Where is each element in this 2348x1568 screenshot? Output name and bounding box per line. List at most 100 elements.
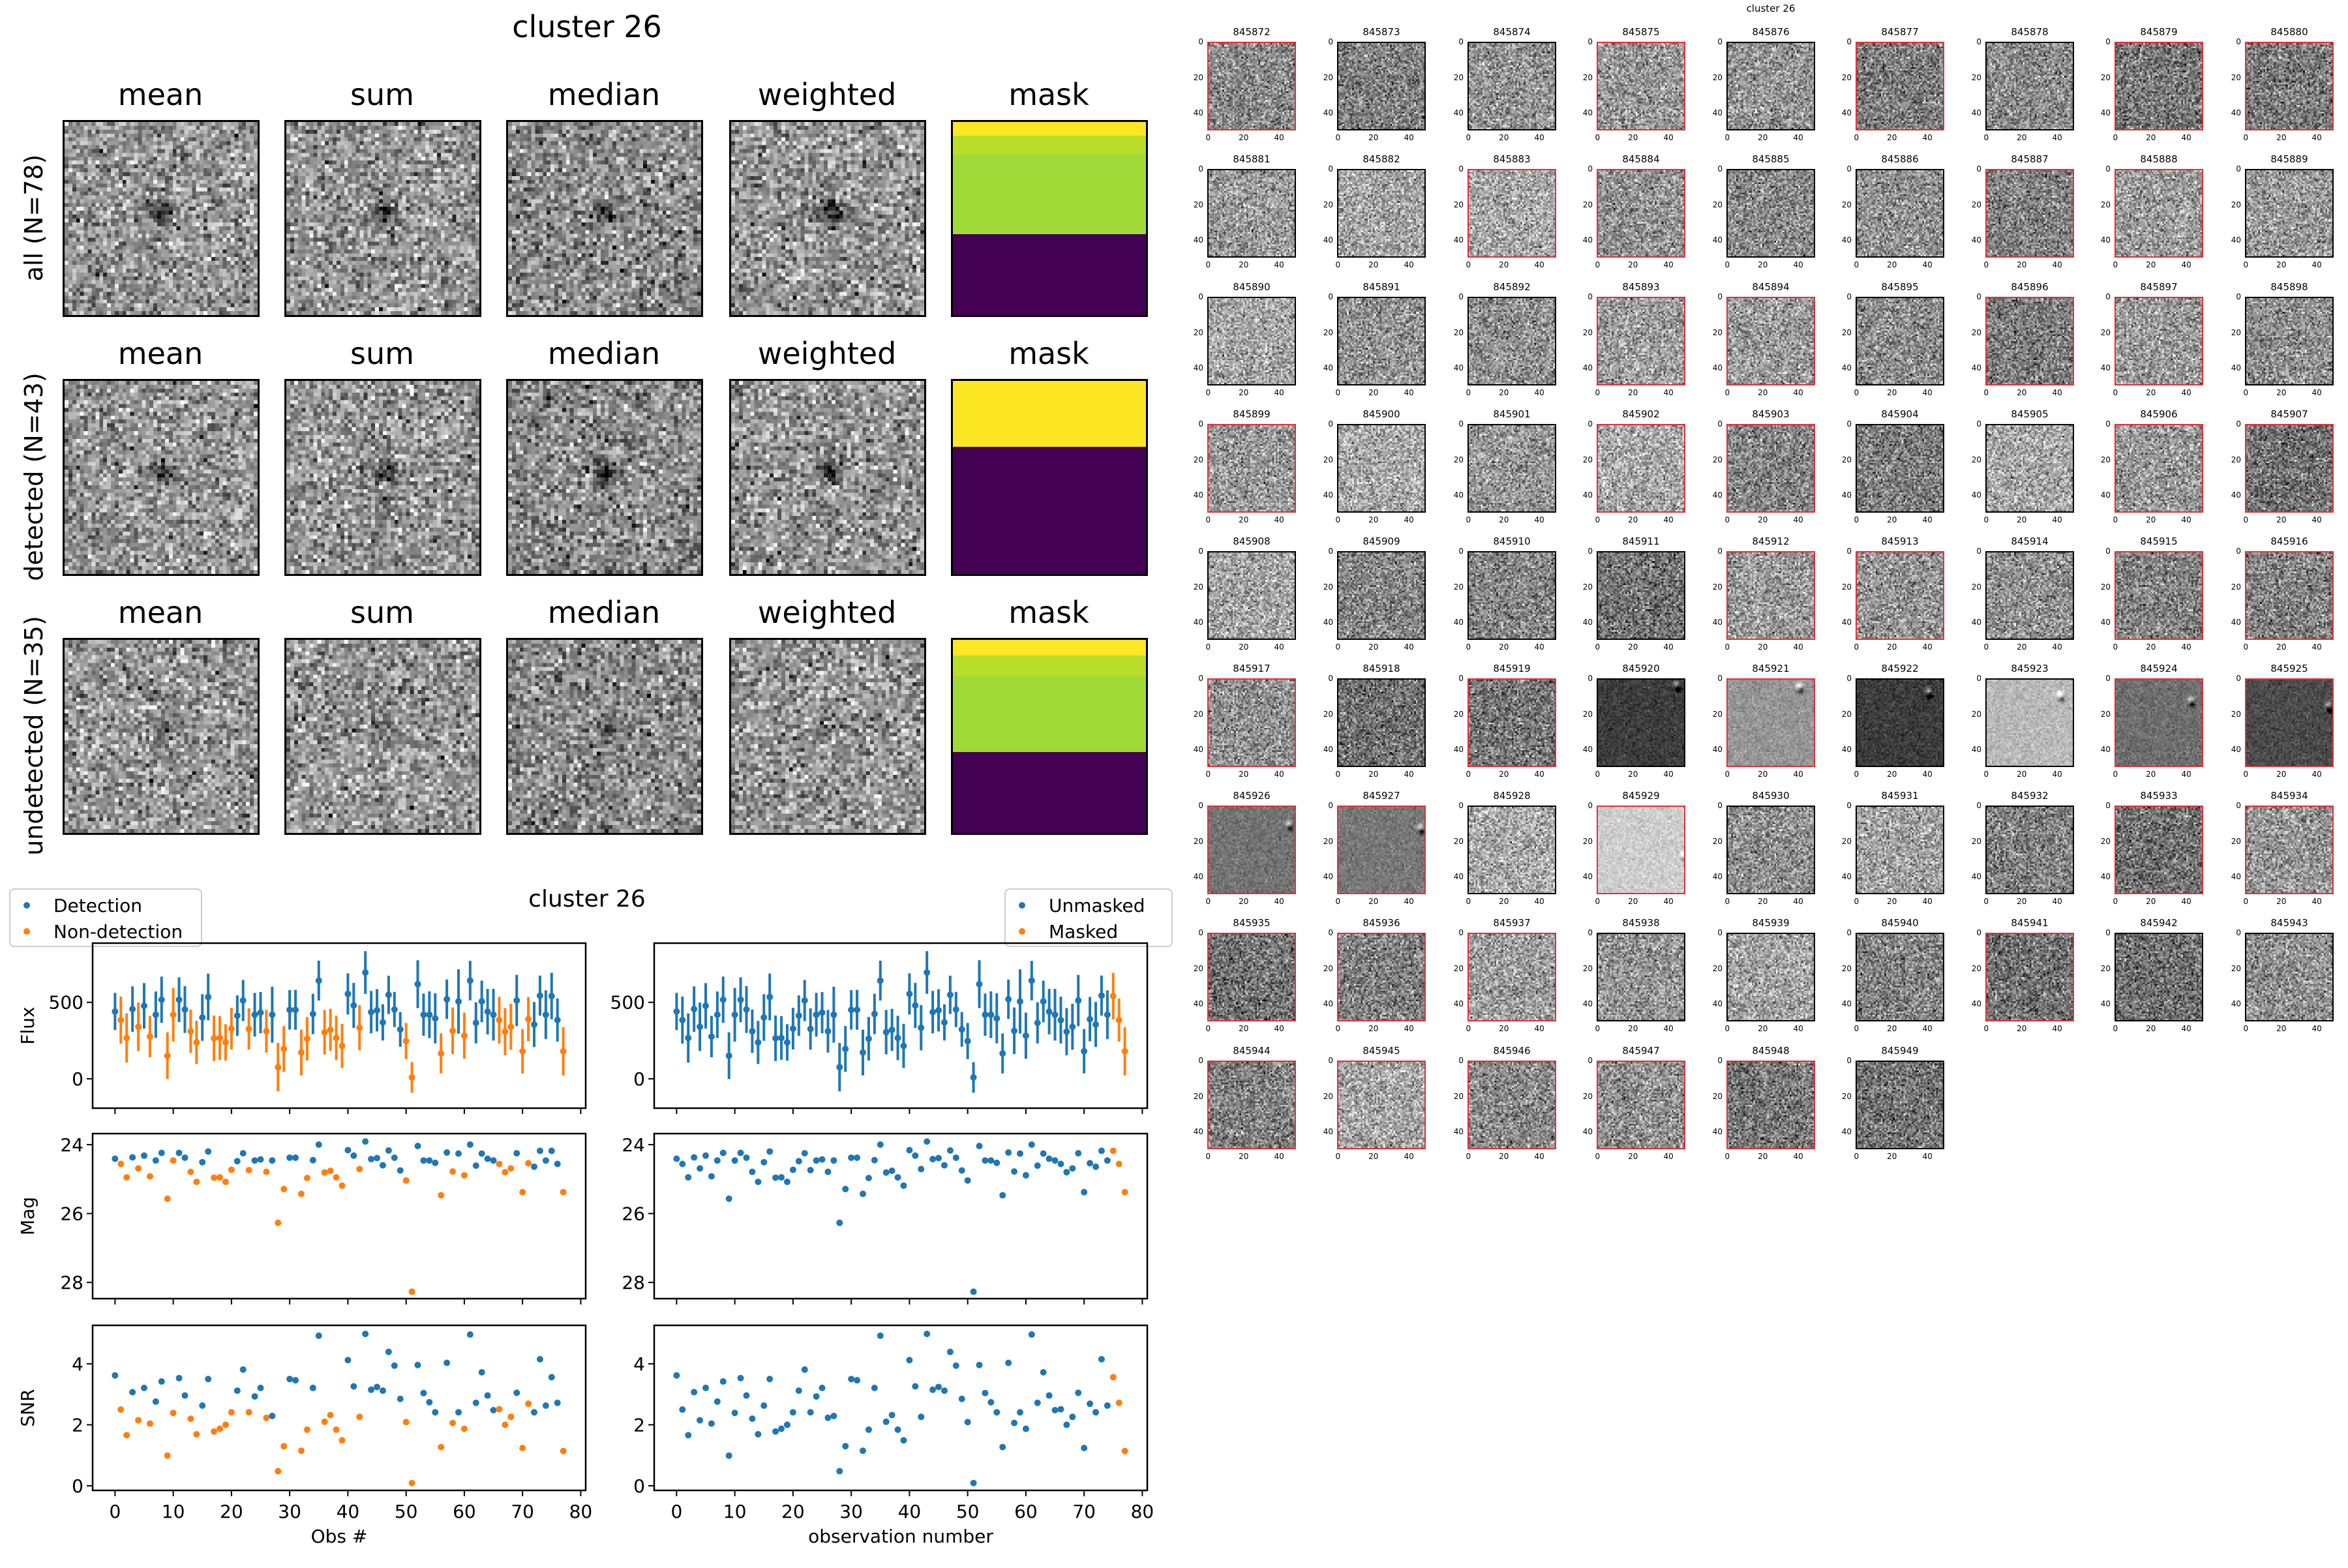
stamp-y-tick-label: 20 <box>2231 709 2241 719</box>
lightcurve-title: cluster 26 <box>528 886 646 912</box>
stamp-title: 845944 <box>1233 1045 1271 1057</box>
stamp-y-tick-label: 40 <box>1582 745 1593 755</box>
stamp-y-tick-label: 20 <box>2231 455 2241 464</box>
stamp-x-tick-label: 20 <box>1499 642 1509 652</box>
stamp-y-tick-label: 0 <box>2105 801 2111 811</box>
stamp-x-tick-label: 40 <box>1534 388 1544 397</box>
data-point <box>548 993 555 1000</box>
stamp-image <box>1726 297 1815 385</box>
stamp-y-tick-label: 40 <box>1712 363 1723 373</box>
stamp-image <box>1337 806 1426 894</box>
stamp-title: 845932 <box>2011 790 2049 802</box>
stamp-x-tick-label: 0 <box>1466 897 1471 906</box>
stamp-canvas <box>1857 298 1943 384</box>
data-point <box>374 1154 381 1162</box>
stamp-title: 845909 <box>1362 535 1400 547</box>
stamp-y-tick-label: 40 <box>1453 363 1464 373</box>
axes-frame <box>91 1132 587 1300</box>
data-point <box>397 1026 404 1033</box>
data-point <box>941 1162 948 1169</box>
stamp-x-tick-label: 0 <box>2243 515 2249 524</box>
stamp-x-tick-label: 40 <box>2311 770 2322 779</box>
stamp-y-tick-label: 40 <box>1323 235 1333 245</box>
axes-frame <box>653 942 1149 1109</box>
data-point <box>472 1399 479 1406</box>
stamp-x-tick-label: 0 <box>1983 260 1989 269</box>
stamp-x-tick-label: 20 <box>1628 260 1638 269</box>
stamp-y-tick-label: 20 <box>1971 836 1981 846</box>
stamp-y-tick-label: 40 <box>1453 490 1464 500</box>
data-point <box>958 1395 965 1402</box>
stamp-x-tick-label: 0 <box>2243 388 2249 397</box>
stamp-title: 845927 <box>1362 790 1400 802</box>
data-point <box>269 1011 276 1018</box>
data-point <box>685 1034 692 1042</box>
stamp-y-tick-label: 20 <box>1712 327 1723 337</box>
data-point <box>496 1160 503 1168</box>
stamp-canvas <box>2116 425 2202 511</box>
stamp-y-tick-label: 20 <box>1323 836 1333 846</box>
data-point <box>725 1452 732 1459</box>
stamp-x-tick-label: 40 <box>1404 1152 1414 1161</box>
stamp-image <box>2245 169 2334 258</box>
stamp-y-tick-label: 40 <box>2100 872 2111 882</box>
stamp-y-tick-label: 40 <box>1453 108 1464 118</box>
stamp-x-tick-label: 0 <box>1983 897 1989 906</box>
data-point <box>222 1039 229 1046</box>
stamp-y-tick-label: 40 <box>1971 745 1981 755</box>
image-canvas <box>286 381 479 574</box>
data-point <box>315 1332 322 1339</box>
stamp-canvas <box>2116 298 2202 384</box>
image-canvas <box>65 381 258 574</box>
data-point <box>743 1154 750 1161</box>
stamp-y-tick-label: 0 <box>1588 292 1593 302</box>
median-stack-image <box>506 120 703 317</box>
data-point <box>170 1410 177 1417</box>
stamp-image <box>2245 933 2334 1021</box>
stamp-y-tick-label: 40 <box>1323 490 1333 500</box>
stamp-x-tick-label: 0 <box>1466 642 1471 652</box>
stamp-x-tick-label: 20 <box>1368 1024 1379 1033</box>
stamp-y-tick-label: 0 <box>1328 37 1333 47</box>
data-point <box>315 1141 322 1148</box>
stamp-y-tick-label: 0 <box>1717 1056 1723 1066</box>
stamp-x-tick-label: 40 <box>1534 133 1544 142</box>
data-point <box>982 1389 989 1396</box>
data-point <box>402 1177 410 1184</box>
data-point <box>175 996 183 1003</box>
stamp-x-tick-label: 0 <box>1205 1152 1211 1161</box>
data-point <box>420 1157 427 1164</box>
stamp-x-tick-label: 20 <box>1368 515 1379 524</box>
stamp-x-tick-label: 40 <box>1922 642 1933 652</box>
data-point <box>350 1383 357 1390</box>
stamp-y-tick-label: 20 <box>1582 200 1593 209</box>
data-point <box>749 1415 756 1423</box>
median-stack-image <box>506 638 703 835</box>
stamp-image <box>1597 1061 1685 1149</box>
stamp-canvas <box>1728 1062 1814 1148</box>
stamp-y-tick-label: 20 <box>1323 709 1333 719</box>
data-point <box>964 1177 971 1184</box>
stamp-y-tick-label: 0 <box>1458 801 1464 811</box>
stamp-canvas <box>2246 425 2332 511</box>
stamp-y-tick-label: 40 <box>1971 108 1981 118</box>
stamp-y-tick-label: 40 <box>1971 999 1981 1009</box>
stamp-title: 845935 <box>1233 917 1271 929</box>
stamp-y-tick-label: 40 <box>1841 235 1852 245</box>
data-point <box>1063 1169 1070 1176</box>
stamp-x-tick-label: 40 <box>2311 133 2322 142</box>
data-point <box>490 1011 497 1018</box>
stamp-x-tick-label: 20 <box>1887 133 1897 142</box>
stamp-y-tick-label: 0 <box>1846 1056 1852 1066</box>
stamp-y-tick-label: 40 <box>1453 745 1464 755</box>
data-point <box>158 1378 165 1385</box>
stamp-x-tick-label: 0 <box>1205 515 1211 524</box>
data-point <box>327 1026 334 1033</box>
data-point <box>993 1015 1001 1022</box>
stamp-y-tick-label: 0 <box>1846 801 1852 811</box>
stamp-y-tick-label: 0 <box>1588 1056 1593 1066</box>
data-point <box>976 1143 983 1150</box>
data-point <box>315 977 322 984</box>
data-point <box>749 1028 756 1035</box>
